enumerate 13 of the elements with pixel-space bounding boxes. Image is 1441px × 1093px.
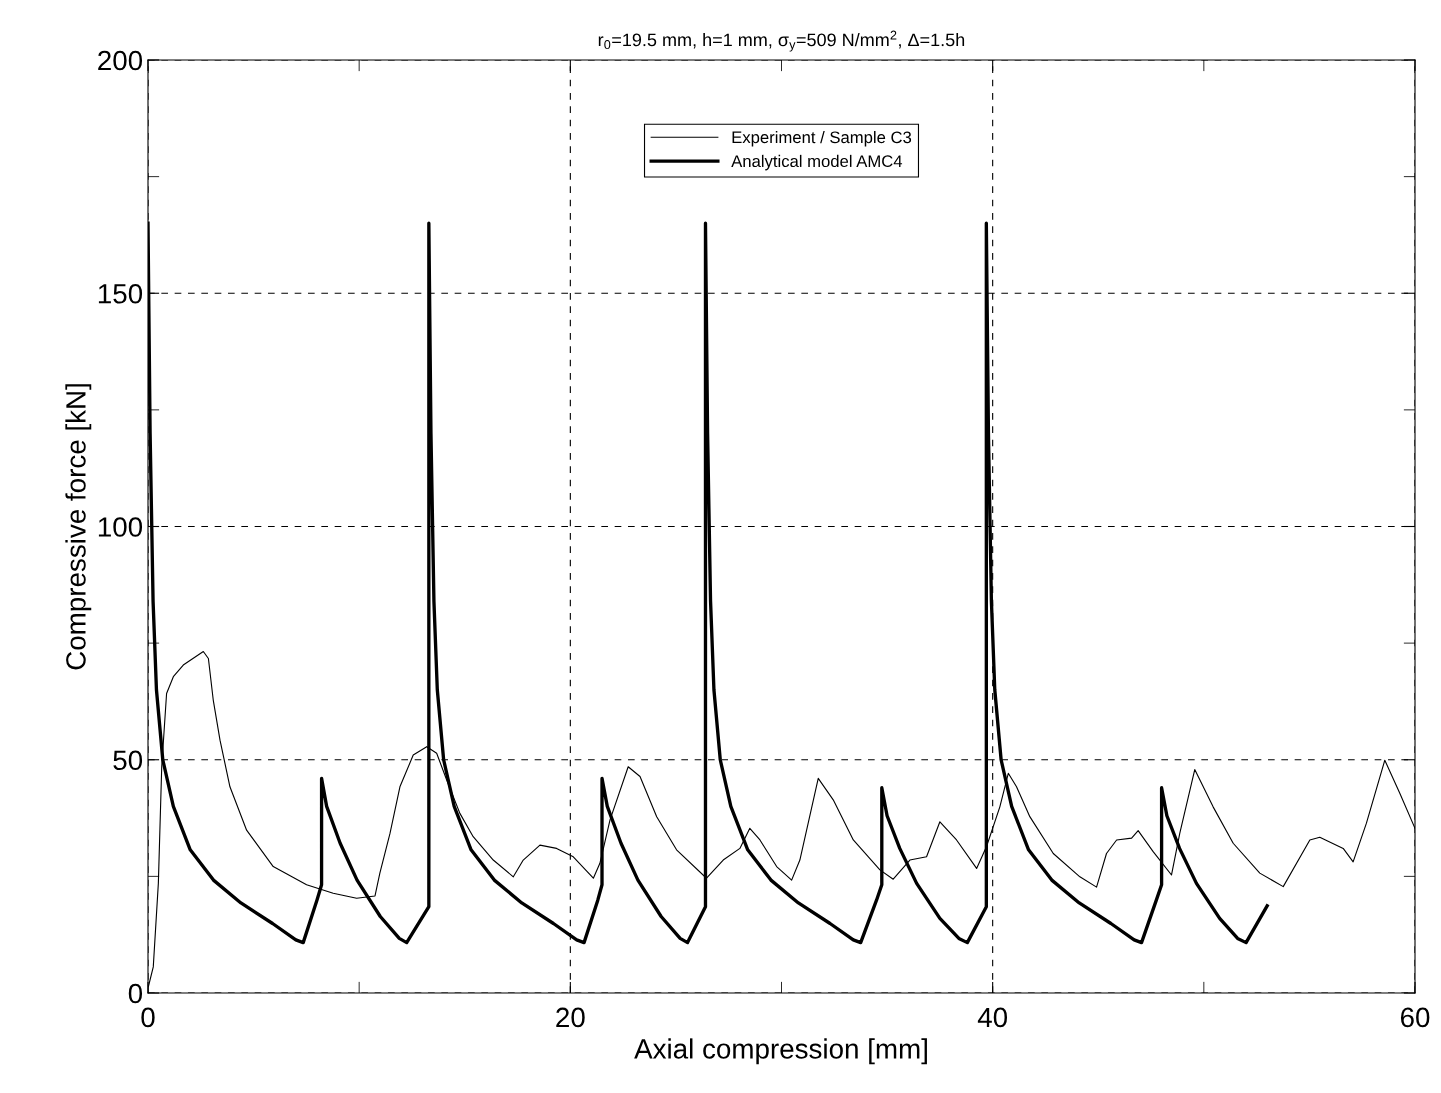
y-tick-label: 150 <box>98 283 143 304</box>
x-tick-label: 20 <box>556 1007 585 1028</box>
y-tick-label: 50 <box>113 750 143 771</box>
x-tick-label: 60 <box>1400 1007 1430 1028</box>
chart-title: r$_{0}$=19.5 mm, h=1 mm, σ$_{y}$=509 N/mm$^{2}$, Δ=1.5h <box>598 30 965 52</box>
y-tick-label: 0 <box>128 983 143 1004</box>
x-axis-title: Axial compression [mm] <box>634 1038 927 1065</box>
y-axis-title: Compressive force [kN] <box>65 384 92 670</box>
y-tick-label: 200 <box>98 50 143 71</box>
y-tick-label: 100 <box>98 517 143 537</box>
x-tick-label: 40 <box>977 1007 1008 1028</box>
legend-label: Analytical model AMC4 <box>731 154 903 171</box>
legend-label: Experiment / Sample C3 <box>732 130 912 147</box>
